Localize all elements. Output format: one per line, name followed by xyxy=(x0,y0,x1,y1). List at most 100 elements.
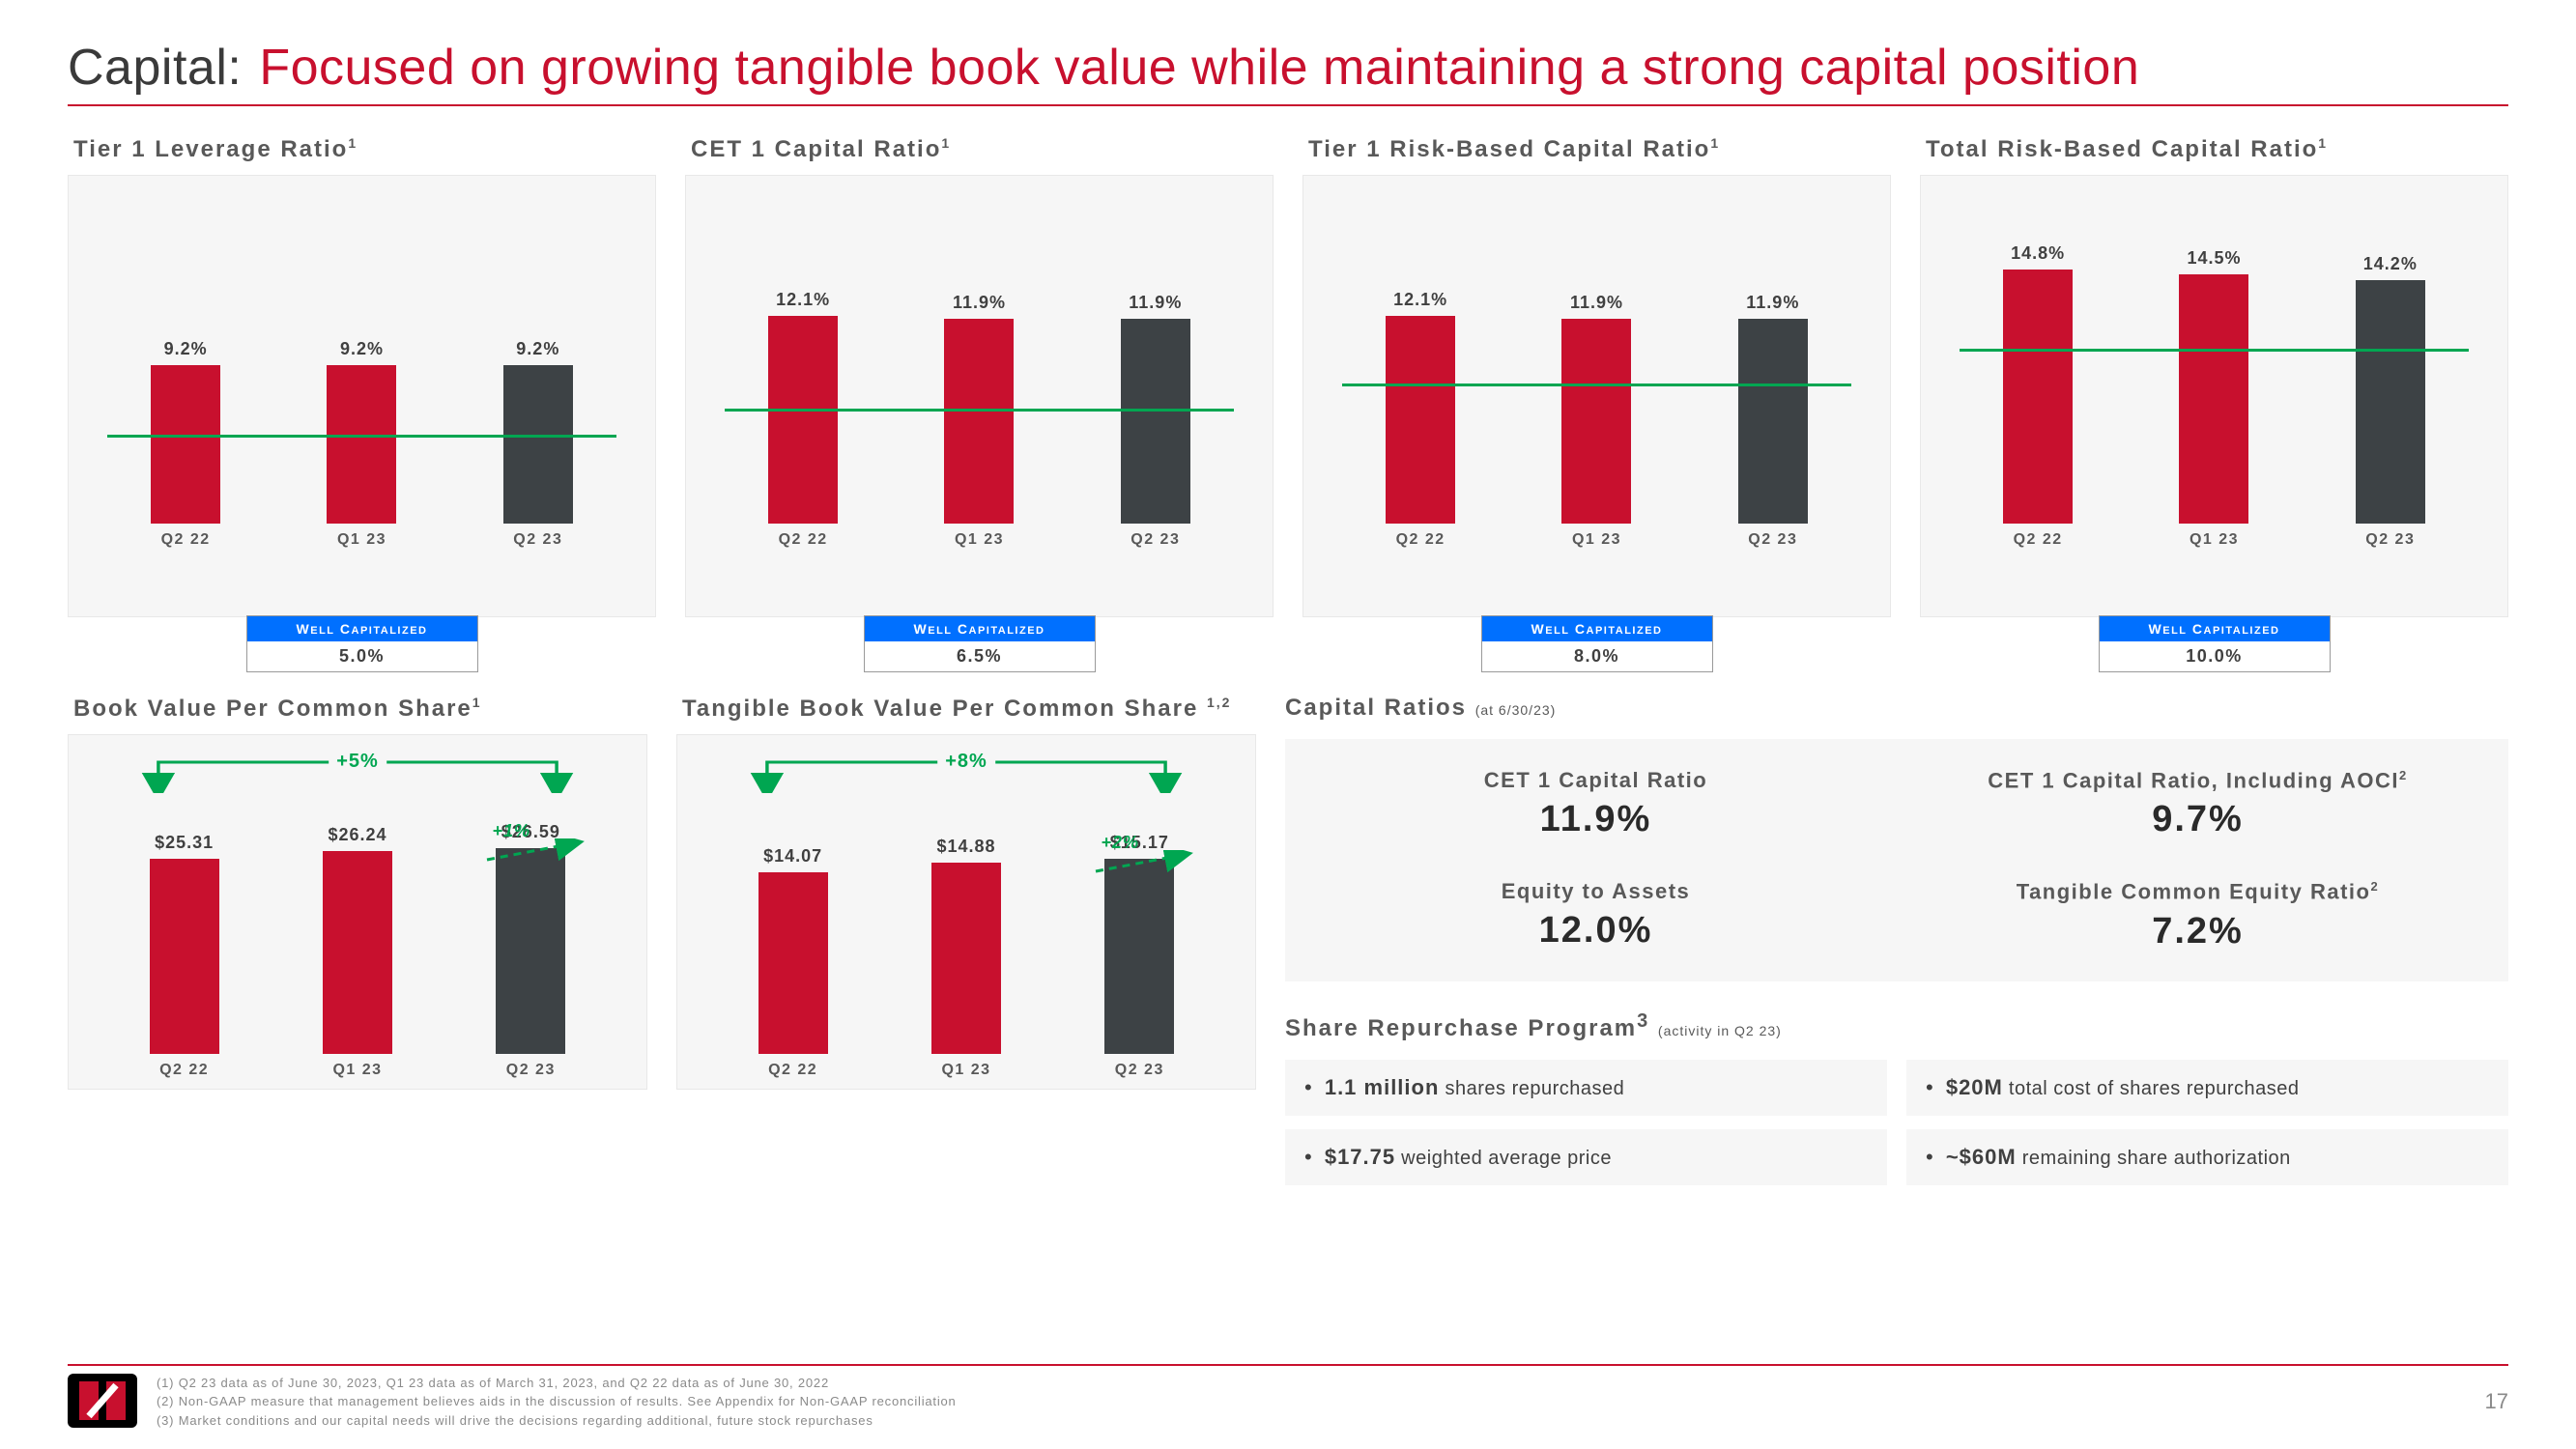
chart-title: Book Value Per Common Share1 xyxy=(68,695,647,734)
srp-grid: 1.1 million shares repurchased $20M total… xyxy=(1285,1060,2508,1185)
chart-panel: 12.1%11.9%11.9%Q2 22Q1 23Q2 23WELL CAPIT… xyxy=(685,175,1274,617)
ratio-name: Tangible Common Equity Ratio2 xyxy=(1926,879,2470,904)
bar xyxy=(768,316,838,524)
footnote-line: (2) Non-GAAP measure that management bel… xyxy=(157,1392,2466,1411)
ratio-value: 12.0% xyxy=(1324,910,1868,952)
bar xyxy=(323,851,392,1054)
bar xyxy=(1386,316,1455,524)
well-capitalized-value: 10.0% xyxy=(2100,641,2330,671)
chart-body: 14.8%14.5%14.2% xyxy=(1921,176,2507,524)
row2: Book Value Per Common Share1 $25.31 $26.24… xyxy=(68,695,2508,1185)
right-column: Capital Ratios (at 6/30/23) CET 1 Capita… xyxy=(1285,695,2508,1185)
bar-value-label: $14.07 xyxy=(763,846,822,867)
delta-arrow: +8% xyxy=(745,754,1188,793)
x-axis: Q2 22Q1 23Q2 23 xyxy=(686,524,1273,558)
well-capitalized-label: WELL CAPITALIZED xyxy=(1482,616,1712,641)
capital-ratios-title: Capital Ratios (at 6/30/23) xyxy=(1285,695,2508,722)
chart-title: Tangible Book Value Per Common Share 1,2 xyxy=(676,695,1256,734)
x-tick-label: Q2 22 xyxy=(1994,531,2081,549)
footer: (1) Q2 23 data as of June 30, 2023, Q1 2… xyxy=(68,1364,2508,1431)
ratio-value: 7.2% xyxy=(1926,911,2470,952)
book-value-charts: Book Value Per Common Share1 $25.31 $26.24… xyxy=(68,695,1256,1185)
x-tick-label: Q2 22 xyxy=(750,1062,837,1079)
x-tick-label: Q1 23 xyxy=(2170,531,2257,549)
bv-chart-0: Book Value Per Common Share1 $25.31 $26.24… xyxy=(68,695,647,1185)
chart-panel: 9.2%9.2%9.2%Q2 22Q1 23Q2 23WELL CAPITALI… xyxy=(68,175,656,617)
footnotes: (1) Q2 23 data as of June 30, 2023, Q1 2… xyxy=(157,1374,2466,1431)
x-axis: Q2 22 Q1 23 Q2 23 xyxy=(677,1054,1255,1089)
bar-group: 12.1% xyxy=(759,290,846,524)
well-capitalized-label: WELL CAPITALIZED xyxy=(865,616,1095,641)
capital-ratios-grid: CET 1 Capital Ratio11.9% CET 1 Capital Ra… xyxy=(1285,739,2508,981)
x-tick-label: Q1 23 xyxy=(314,1062,401,1079)
ratio-cell: CET 1 Capital Ratio11.9% xyxy=(1324,768,1868,840)
bar-value-label: 9.2% xyxy=(164,339,208,359)
well-capitalized-label: WELL CAPITALIZED xyxy=(2100,616,2330,641)
x-tick-label: Q1 23 xyxy=(923,1062,1010,1079)
x-axis: Q2 22 Q1 23 Q2 23 xyxy=(1303,524,1890,558)
bar xyxy=(150,859,219,1054)
bar-group: $26.24 xyxy=(314,825,401,1054)
x-tick-label: Q2 22 xyxy=(142,531,229,549)
well-capitalized-value: 8.0% xyxy=(1482,641,1712,671)
chart-panel: $25.31$26.24$26.59 +5% +1% Q2 22 xyxy=(68,734,647,1090)
bar-value-label: 11.9% xyxy=(1570,293,1623,313)
bar xyxy=(2003,270,2073,524)
company-logo-icon xyxy=(68,1374,137,1428)
well-capitalized-value: 6.5% xyxy=(865,641,1095,671)
x-tick-label: Q1 23 xyxy=(1553,531,1640,549)
bar-value-label: 12.1% xyxy=(776,290,830,310)
capital-chart-1: CET 1 Capital Ratio112.1%11.9%11.9%Q2 22… xyxy=(685,135,1274,617)
bar-value-label: $14.88 xyxy=(936,837,995,857)
well-capitalized-box: WELL CAPITALIZED5.0% xyxy=(246,615,478,672)
well-capitalized-box: WELL CAPITALIZED10.0% xyxy=(2099,615,2331,672)
x-tick-label: Q1 23 xyxy=(318,531,405,549)
x-tick-label: Q1 23 xyxy=(935,531,1022,549)
srp-item: $17.75 weighted average price xyxy=(1285,1129,1887,1185)
well-capitalized-box: WELL CAPITALIZED6.5% xyxy=(864,615,1096,672)
bar-value-label: 14.8% xyxy=(2011,243,2065,264)
ratio-cell: Tangible Common Equity Ratio2 7.2% xyxy=(1926,879,2470,952)
bar xyxy=(1561,319,1631,524)
x-tick-label: Q2 23 xyxy=(1112,531,1199,549)
bar-value-label: $25.31 xyxy=(155,833,214,853)
chart-title: Total Risk-Based Capital Ratio1 xyxy=(1920,135,2508,175)
capital-chart-0: Tier 1 Leverage Ratio19.2%9.2%9.2%Q2 22Q… xyxy=(68,135,656,617)
bar xyxy=(944,319,1014,524)
bv-chart-1: Tangible Book Value Per Common Share 1,2… xyxy=(676,695,1256,1185)
bar-group: 11.9% xyxy=(1553,293,1640,524)
chart-body: 12.1%11.9%11.9% xyxy=(686,176,1273,524)
srp-item: 1.1 million shares repurchased xyxy=(1285,1060,1887,1116)
ratio-name: CET 1 Capital Ratio, Including AOCI2 xyxy=(1926,768,2470,793)
chart-panel: $14.07$14.88$15.17 +8% +2% Q2 22 xyxy=(676,734,1256,1090)
x-tick-label: Q2 22 xyxy=(1377,531,1464,549)
well-capitalized-label: WELL CAPITALIZED xyxy=(247,616,477,641)
chart-body: $25.31$26.24$26.59 +5% +1% xyxy=(69,735,646,1054)
srp-item: ~$60M remaining share authorization xyxy=(1906,1129,2508,1185)
bar xyxy=(758,872,828,1054)
srp-subtitle: (activity in Q2 23) xyxy=(1658,1023,1782,1038)
srp-item: $20M total cost of shares repurchased xyxy=(1906,1060,2508,1116)
step-delta: +1% xyxy=(492,821,530,841)
chart-panel: 14.8%14.5%14.2%Q2 22Q1 23Q2 23WELL CAPIT… xyxy=(1920,175,2508,617)
bar-value-label: 14.5% xyxy=(2187,248,2241,269)
bar-value-label: 11.9% xyxy=(953,293,1006,313)
srp-title: Share Repurchase Program3 (activity in Q… xyxy=(1285,1010,2508,1042)
chart-body: $14.07$14.88$15.17 +8% +2% xyxy=(677,735,1255,1054)
bar-group: 12.1% xyxy=(1377,290,1464,524)
bar xyxy=(151,365,220,524)
ratio-value: 9.7% xyxy=(1926,799,2470,840)
srp-title-text: Share Repurchase Program xyxy=(1285,1015,1637,1041)
bar xyxy=(1738,319,1808,524)
chart-title: Tier 1 Leverage Ratio1 xyxy=(68,135,656,175)
x-tick-label: Q2 23 xyxy=(1096,1062,1183,1079)
threshold-line xyxy=(1342,384,1851,386)
bar xyxy=(496,848,565,1054)
x-tick-label: Q2 23 xyxy=(1730,531,1817,549)
well-capitalized-box: WELL CAPITALIZED8.0% xyxy=(1481,615,1713,672)
bar-group: 9.2% xyxy=(142,339,229,524)
slide-title: Capital: Focused on growing tangible boo… xyxy=(68,39,2508,97)
capital-chart-3: Total Risk-Based Capital Ratio1 14.8% 14.5… xyxy=(1920,135,2508,617)
well-capitalized-value: 5.0% xyxy=(247,641,477,671)
x-axis: Q2 22Q1 23Q2 23 xyxy=(69,524,655,558)
